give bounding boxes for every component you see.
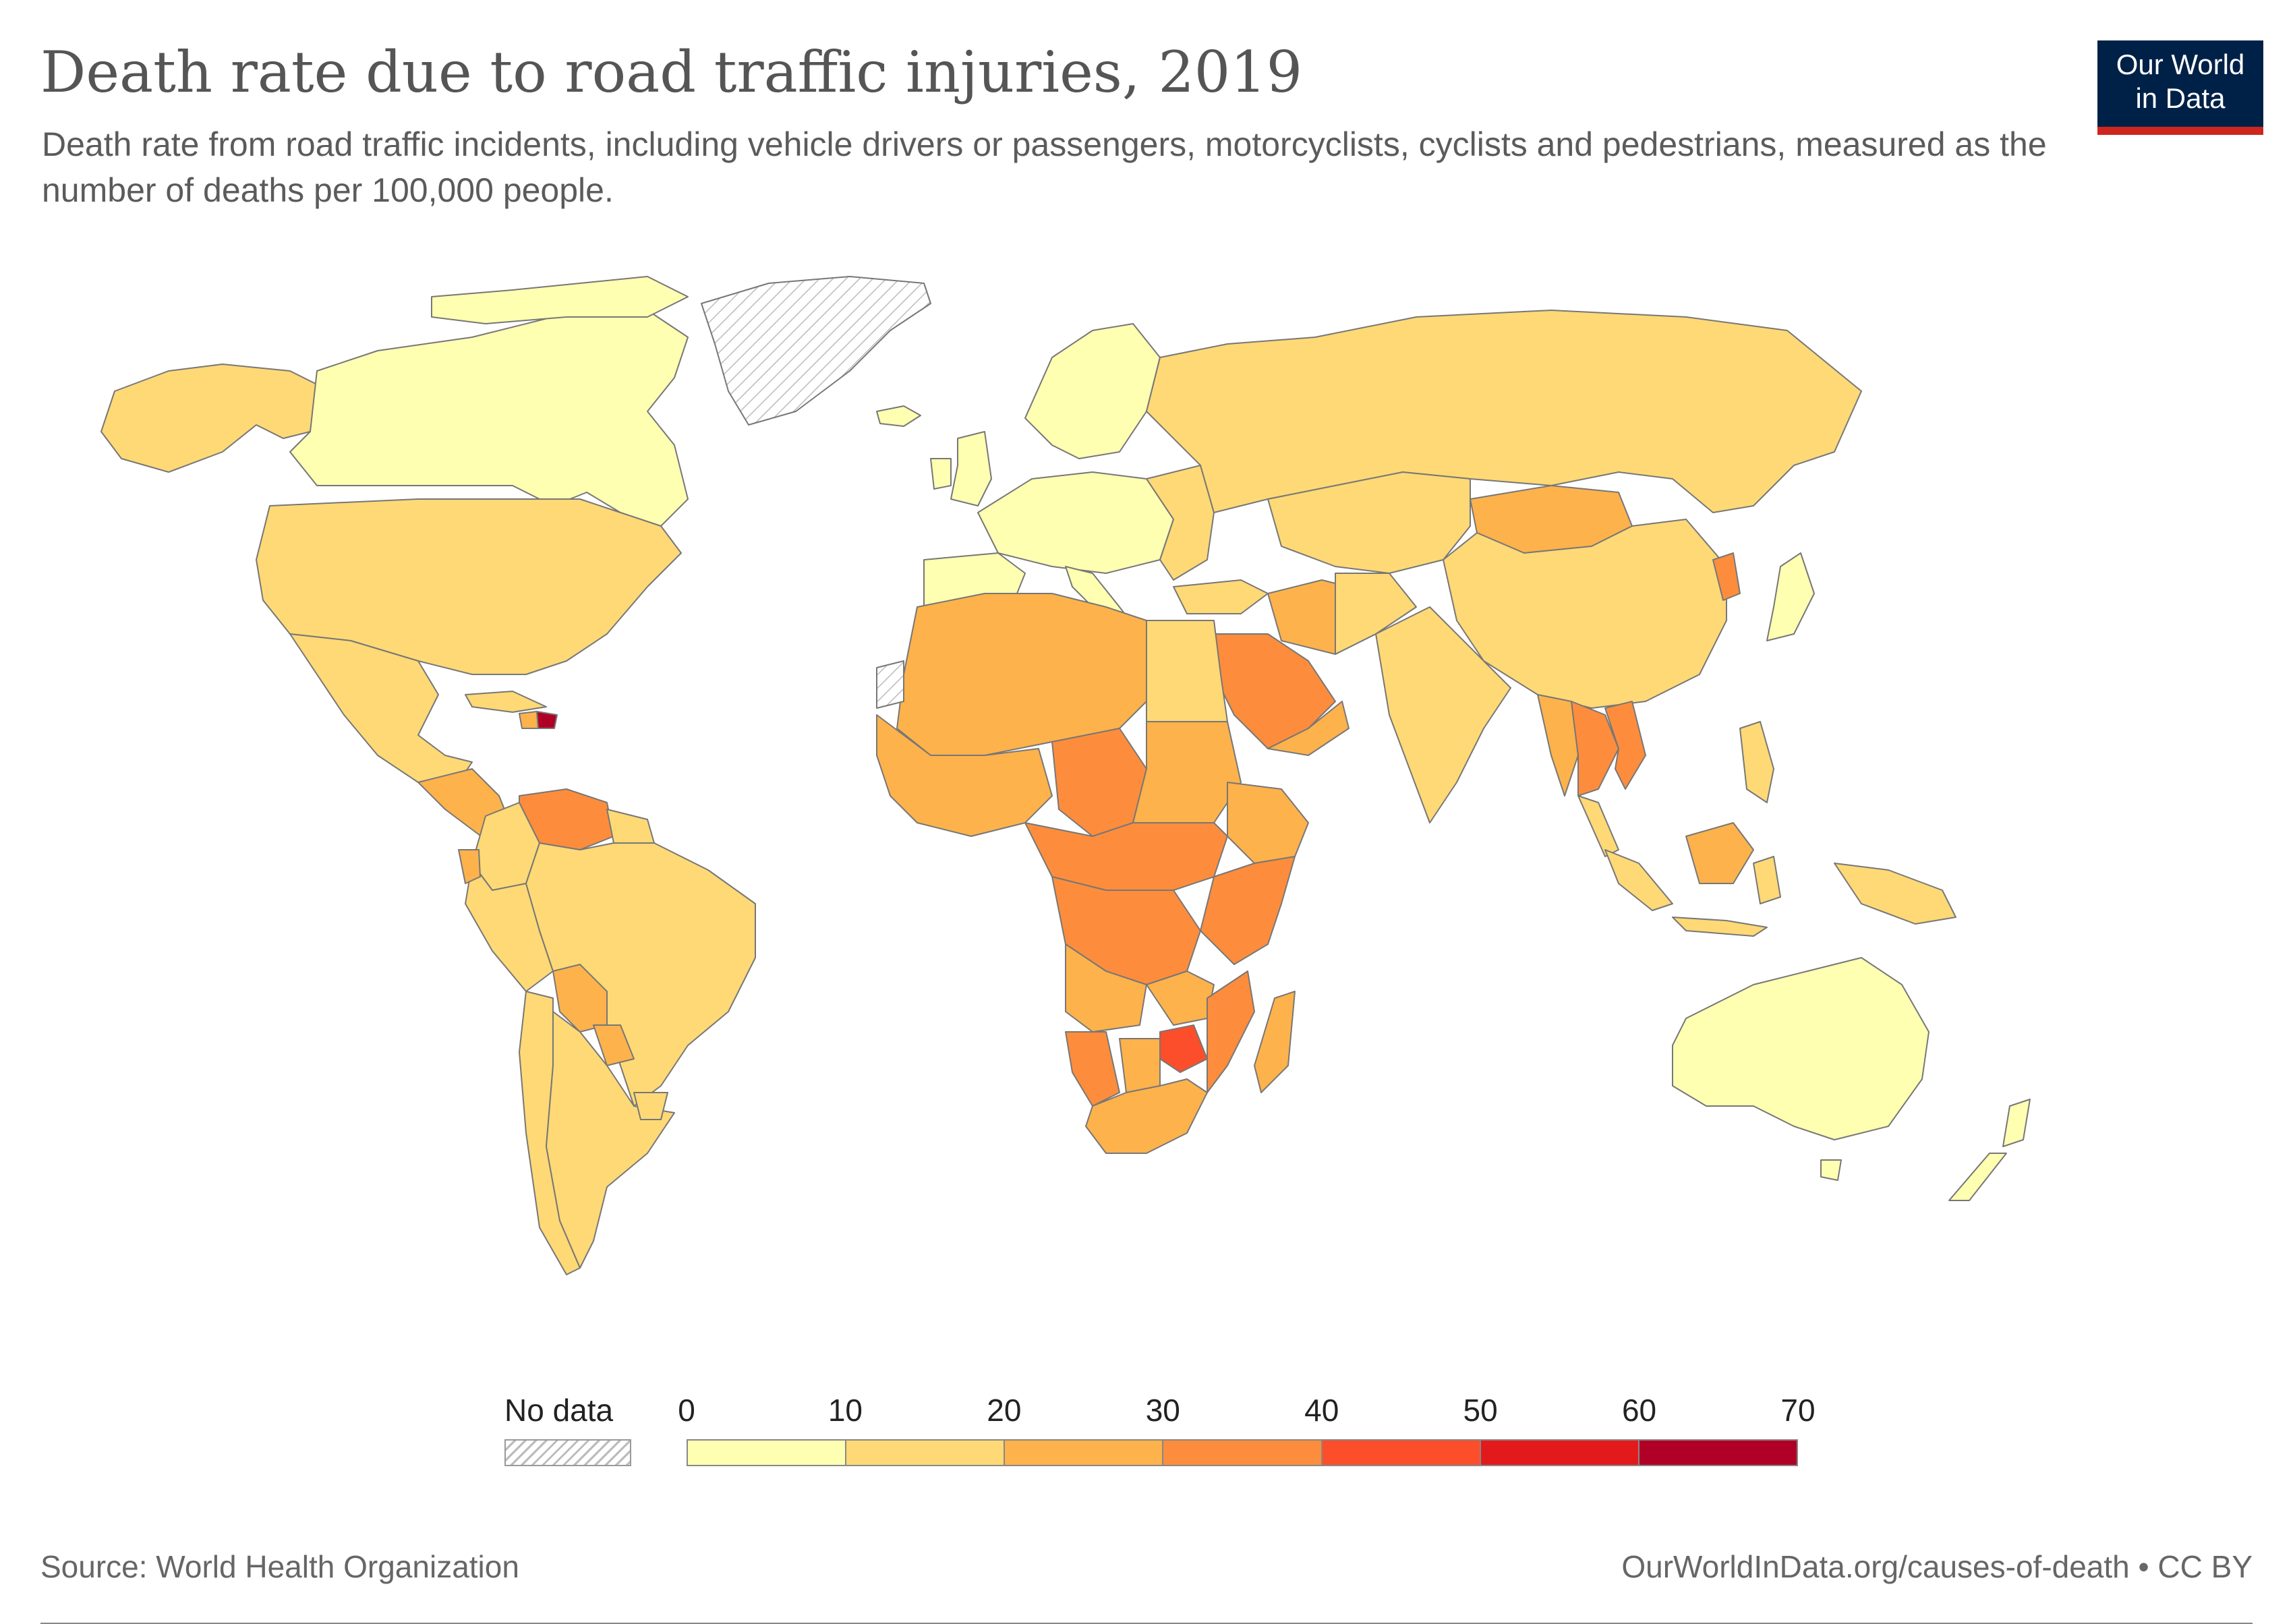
- region-sudan[interactable]: [1132, 721, 1242, 823]
- logo-line-1: Our World: [2116, 49, 2245, 80]
- region-haiti[interactable]: [519, 711, 539, 729]
- region-cuba[interactable]: [465, 691, 547, 713]
- legend-tick-label: 70: [1780, 1393, 1816, 1428]
- legend-bin-3[interactable]: [1163, 1441, 1323, 1465]
- region-yemen-oman[interactable]: [1267, 701, 1349, 756]
- legend-tick-label: 0: [678, 1393, 695, 1428]
- region-myanmar[interactable]: [1537, 694, 1579, 796]
- region-new-zealand[interactable]: [2002, 1099, 2031, 1147]
- region-java[interactable]: [1672, 917, 1768, 937]
- region-philippines[interactable]: [1739, 721, 1774, 803]
- logo-red-bar: [2097, 127, 2263, 135]
- region-malaysia[interactable]: [1577, 795, 1619, 857]
- legend-tick-label: 40: [1304, 1393, 1339, 1428]
- legend-bin-2[interactable]: [1005, 1441, 1164, 1465]
- region-chad[interactable]: [1051, 728, 1147, 837]
- region-guianas[interactable]: [606, 809, 655, 844]
- region-australia[interactable]: [1672, 957, 1929, 1140]
- region-united-kingdom[interactable]: [950, 431, 992, 506]
- legend-bin-4[interactable]: [1322, 1441, 1481, 1465]
- legend-tick-label: 30: [1145, 1393, 1180, 1428]
- legend-bin-1[interactable]: [846, 1441, 1006, 1465]
- region-canada-arctic-islands[interactable]: [431, 276, 689, 324]
- legend-color-bar[interactable]: [687, 1439, 1798, 1466]
- region-ecuador[interactable]: [458, 849, 481, 884]
- region-greenland[interactable]: [701, 276, 931, 426]
- region-argentina[interactable]: [546, 1011, 675, 1269]
- region-thailand[interactable]: [1571, 701, 1619, 796]
- region-canada[interactable]: [289, 310, 689, 527]
- region-western-europe[interactable]: [977, 471, 1174, 574]
- region-paraguay[interactable]: [593, 1024, 635, 1066]
- region-ireland[interactable]: [930, 458, 952, 490]
- legend-no-data-swatch[interactable]: [504, 1439, 631, 1466]
- region-dominican-republic[interactable]: [536, 711, 558, 729]
- region-mozambique[interactable]: [1207, 970, 1255, 1093]
- region-turkey[interactable]: [1173, 579, 1269, 614]
- owid-logo[interactable]: Our World in Data: [2097, 40, 2263, 135]
- region-vietnam[interactable]: [1604, 701, 1646, 790]
- region-china[interactable]: [1443, 519, 1727, 709]
- region-zimbabwe[interactable]: [1159, 1024, 1208, 1073]
- region-namibia[interactable]: [1065, 1031, 1120, 1107]
- legend-tick-label: 50: [1463, 1393, 1498, 1428]
- region-sumatra[interactable]: [1604, 849, 1673, 911]
- legend-bin-0[interactable]: [688, 1441, 847, 1465]
- region-uruguay[interactable]: [633, 1092, 668, 1120]
- region-tasmania[interactable]: [1820, 1159, 1842, 1181]
- region-india[interactable]: [1375, 606, 1511, 823]
- region-horn-of-africa[interactable]: [1227, 782, 1309, 864]
- region-east-africa[interactable]: [1200, 856, 1296, 965]
- legend-tick-label: 20: [987, 1393, 1022, 1428]
- region-new-zealand-south[interactable]: [1948, 1153, 2007, 1201]
- source-note: Source: World Health Organization: [40, 1549, 519, 1584]
- chart-title: Death rate due to road traffic injuries,…: [40, 39, 1303, 105]
- legend-tick-label: 60: [1621, 1393, 1657, 1428]
- region-south-africa[interactable]: [1085, 1078, 1208, 1154]
- region-sulawesi[interactable]: [1753, 856, 1781, 904]
- region-egypt[interactable]: [1146, 620, 1228, 722]
- world-map[interactable]: [0, 256, 2293, 1308]
- region-new-guinea[interactable]: [1834, 863, 1956, 925]
- region-japan[interactable]: [1766, 552, 1815, 641]
- logo-line-2: in Data: [2135, 82, 2226, 114]
- legend-tick-label: 10: [828, 1393, 863, 1428]
- region-scandinavia[interactable]: [1024, 323, 1161, 459]
- legend-no-data-label: No data: [504, 1393, 614, 1428]
- chart-subtitle: Death rate from road traffic incidents, …: [42, 125, 2047, 209]
- region-korea[interactable]: [1712, 552, 1741, 601]
- credit-link[interactable]: OurWorldInData.org/causes-of-death • CC …: [1621, 1549, 2253, 1584]
- region-borneo[interactable]: [1685, 822, 1754, 884]
- region-madagascar[interactable]: [1254, 991, 1296, 1093]
- region-central-asia[interactable]: [1267, 471, 1471, 574]
- region-united-states[interactable]: [256, 498, 682, 675]
- legend-bin-6[interactable]: [1639, 1441, 1797, 1465]
- region-alaska[interactable]: [100, 364, 318, 473]
- region-brazil[interactable]: [525, 842, 756, 1107]
- region-western-sahara[interactable]: [876, 660, 904, 709]
- region-angola[interactable]: [1065, 944, 1147, 1033]
- legend-bin-5[interactable]: [1480, 1441, 1639, 1465]
- region-botswana[interactable]: [1119, 1038, 1161, 1093]
- region-pakistan[interactable]: [1335, 573, 1417, 655]
- region-russia[interactable]: [1146, 310, 1862, 513]
- region-mexico[interactable]: [289, 633, 473, 783]
- region-iceland[interactable]: [876, 405, 921, 427]
